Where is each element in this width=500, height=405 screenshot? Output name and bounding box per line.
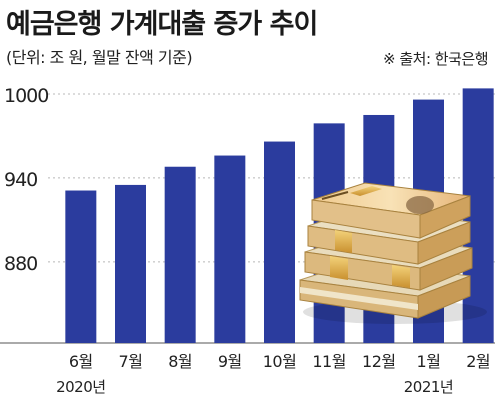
banknote-stack-illustration bbox=[299, 182, 487, 324]
chart-subtitle: (단위: 조 원, 월말 잔액 기준) bbox=[6, 48, 193, 67]
y-tick-label: 880 bbox=[4, 253, 37, 275]
x-tick-label: 12월 bbox=[362, 352, 396, 371]
x-tick-label: 10월 bbox=[263, 352, 297, 371]
chart-title: 예금은행 가계대출 증가 추이 bbox=[6, 9, 318, 40]
year-label: 2020년 bbox=[56, 378, 105, 396]
x-tick-label: 2월 bbox=[466, 352, 490, 371]
source-note: ※ 출처: 한국은행 bbox=[383, 50, 488, 68]
x-tick-label: 8월 bbox=[168, 352, 192, 371]
bar-4 bbox=[214, 155, 246, 343]
bar-5 bbox=[264, 141, 295, 343]
x-tick-label: 9월 bbox=[218, 352, 242, 371]
x-tick-label: 1월 bbox=[417, 352, 441, 371]
bar-2 bbox=[115, 184, 146, 343]
x-tick-label: 6월 bbox=[69, 352, 93, 371]
x-tick-label: 11월 bbox=[312, 352, 346, 371]
bar-1 bbox=[65, 190, 97, 343]
bar-3 bbox=[164, 166, 196, 343]
year-label: 2021년 bbox=[404, 378, 453, 396]
y-tick-label: 940 bbox=[4, 169, 37, 191]
x-tick-label: 7월 bbox=[119, 352, 143, 371]
y-tick-label: 1000 bbox=[4, 85, 48, 107]
